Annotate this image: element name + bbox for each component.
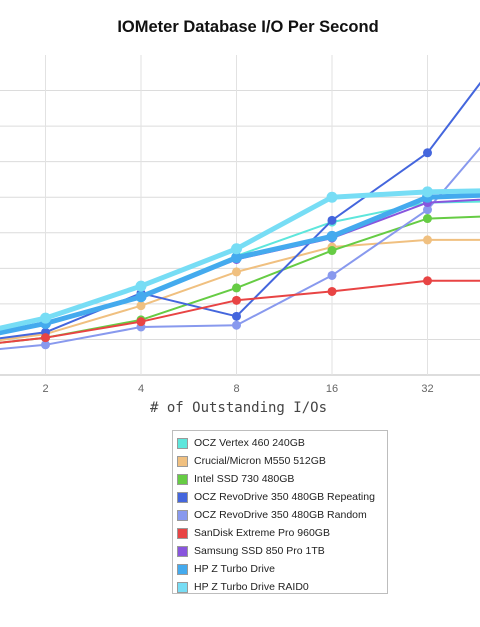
data-point — [232, 311, 241, 321]
series-line — [0, 81, 480, 340]
data-point — [423, 276, 432, 286]
data-point — [41, 340, 50, 350]
data-point — [327, 215, 337, 225]
series-line — [0, 215, 480, 344]
legend-label: HP Z Turbo Drive — [194, 563, 275, 575]
series-6 — [0, 276, 480, 344]
legend-swatch — [177, 473, 188, 485]
legend-label: HP Z Turbo Drive RAID0 — [194, 581, 309, 593]
data-point — [423, 235, 432, 245]
data-point — [232, 283, 241, 293]
data-point — [136, 301, 146, 311]
x-tick-label: 2 — [42, 383, 48, 395]
legend-swatch — [177, 581, 188, 593]
x-tick-label: 8 — [233, 383, 239, 395]
series-9 — [0, 186, 480, 331]
data-point — [423, 205, 432, 215]
data-point — [232, 267, 241, 277]
data-point — [231, 252, 242, 264]
data-point — [327, 246, 337, 256]
series-3 — [0, 214, 480, 344]
data-point — [327, 270, 337, 280]
legend-label: OCZ RevoDrive 350 480GB Repeating — [194, 491, 375, 503]
legend-item: OCZ RevoDrive 350 480GB Repeating — [177, 488, 387, 506]
legend-item: HP Z Turbo Drive RAID0 — [177, 578, 387, 596]
legend-swatch — [177, 527, 188, 539]
data-point — [232, 320, 241, 330]
x-tick-label: 32 — [421, 383, 433, 395]
legend-label: Intel SSD 730 480GB — [194, 473, 295, 485]
data-point — [423, 214, 432, 224]
legend-swatch — [177, 563, 188, 575]
legend-swatch — [177, 455, 188, 467]
legend-swatch — [177, 509, 188, 521]
data-point — [327, 286, 337, 296]
chart-title: IOMeter Database I/O Per Second — [117, 18, 379, 36]
data-point — [326, 230, 338, 242]
legend-item: OCZ Vertex 460 240GB — [177, 434, 387, 452]
plot-area — [0, 81, 480, 351]
legend-label: Crucial/Micron M550 512GB — [194, 455, 326, 467]
x-tick-label: 4 — [138, 383, 144, 395]
x-axis-title: # of Outstanding I/Os — [150, 400, 328, 416]
data-point — [231, 243, 242, 255]
data-point — [41, 333, 50, 343]
legend-item: Crucial/Micron M550 512GB — [177, 452, 387, 470]
legend-label: Samsung SSD 850 Pro 1TB — [194, 545, 325, 557]
legend-item: HP Z Turbo Drive — [177, 560, 387, 578]
legend-label: SanDisk Extreme Pro 960GB — [194, 527, 330, 539]
legend-item: Intel SSD 730 480GB — [177, 470, 387, 488]
legend-item: Samsung SSD 850 Pro 1TB — [177, 542, 387, 560]
legend-label: OCZ Vertex 460 240GB — [194, 437, 305, 449]
legend-swatch — [177, 491, 188, 503]
legend-label: OCZ RevoDrive 350 480GB Random — [194, 509, 367, 521]
legend-swatch — [177, 545, 188, 557]
data-point — [135, 280, 147, 292]
data-point — [232, 295, 241, 305]
legend-item: OCZ RevoDrive 350 480GB Random — [177, 506, 387, 524]
legend: OCZ Vertex 460 240GB Crucial/Micron M550 … — [172, 430, 388, 594]
data-point — [423, 148, 432, 158]
data-point — [326, 191, 338, 203]
data-point — [135, 291, 147, 303]
legend-item: SanDisk Extreme Pro 960GB — [177, 524, 387, 542]
x-axis-ticks: 2 4 8 16 32 — [42, 383, 433, 395]
x-tick-label: 16 — [326, 383, 338, 395]
data-point — [136, 317, 146, 327]
data-point — [422, 186, 433, 198]
legend-swatch — [177, 437, 188, 449]
data-point — [40, 312, 51, 324]
